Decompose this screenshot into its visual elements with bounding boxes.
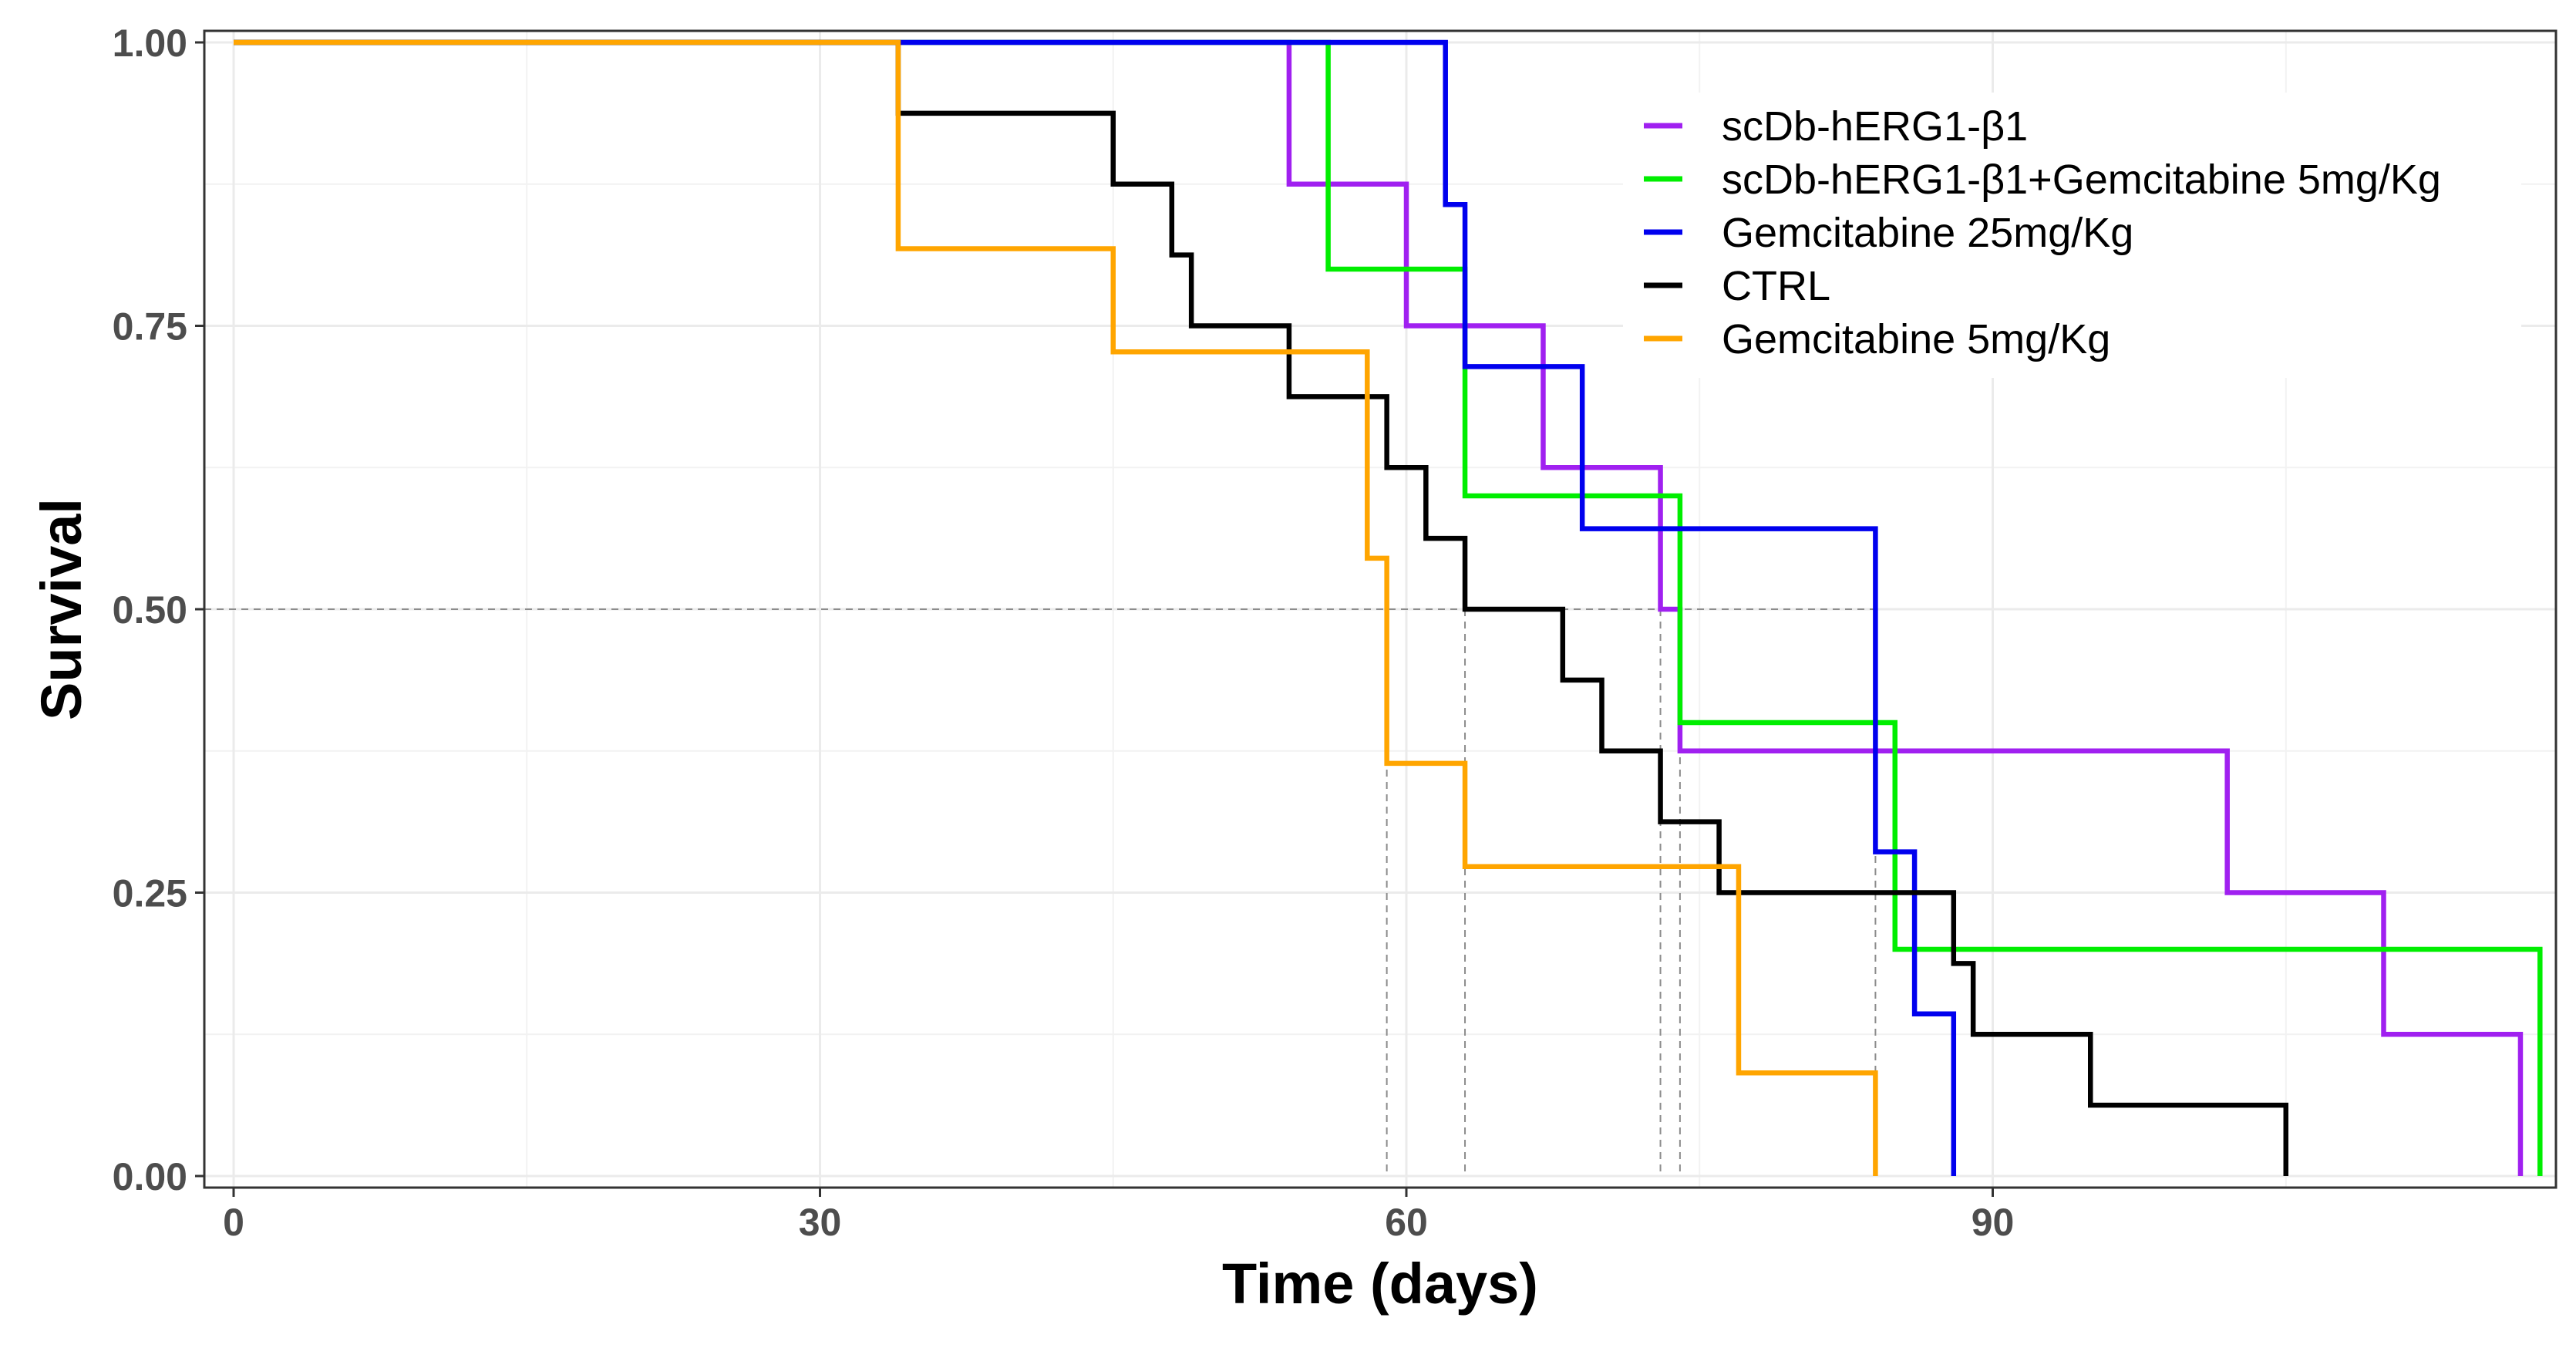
- x-axis-title: Time (days): [1222, 1252, 1538, 1316]
- survival-curve-gemcitabine-25mg-kg: [234, 39, 1957, 1176]
- y-tick-label: 0.25: [113, 872, 187, 915]
- x-tick-label: 90: [1972, 1201, 2015, 1244]
- y-tick-label: 1.00: [113, 22, 187, 65]
- y-tick-label: 0.75: [113, 305, 187, 349]
- survival-curve-scdb-herg1-1: [234, 39, 2524, 1176]
- legend-label: scDb-hERG1-β1+Gemcitabine 5mg/Kg: [1722, 157, 2441, 203]
- legend-label: CTRL: [1722, 263, 1830, 309]
- x-tick-label: 0: [223, 1201, 244, 1244]
- survival-curves: [234, 39, 2543, 1176]
- legend-label: Gemcitabine 5mg/Kg: [1722, 316, 2110, 362]
- legend-background: [1623, 93, 2521, 378]
- survival-curve-ctrl: [234, 39, 2288, 1176]
- legend-label: Gemcitabine 25mg/Kg: [1722, 210, 2133, 256]
- survival-curve-gemcitabine-5mg-kg: [234, 39, 1878, 1176]
- survival-curve-scdb-herg1-1-gemcitabine-5mg-kg: [234, 39, 2543, 1176]
- legend-label: scDb-hERG1-β1: [1722, 103, 2028, 150]
- x-tick-label: 30: [799, 1201, 842, 1244]
- y-tick-label: 0.50: [113, 588, 187, 632]
- axis-ticks: 0 30 60 90 0.00 0.25 0.50 0.75 1.00: [113, 22, 2015, 1244]
- legend: scDb-hERG1-β1 scDb-hERG1-β1+Gemcitabine 5…: [1623, 93, 2521, 378]
- x-tick-label: 60: [1385, 1201, 1428, 1244]
- y-axis-title: Survival: [29, 498, 93, 720]
- y-tick-label: 0.00: [113, 1155, 187, 1198]
